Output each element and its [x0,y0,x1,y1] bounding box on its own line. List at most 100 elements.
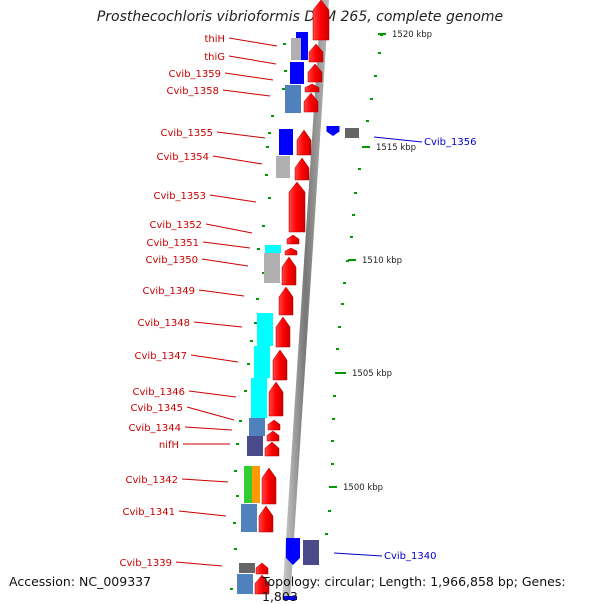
ring-dot [247,363,250,365]
gray-block [264,253,280,283]
slate-block [303,540,319,565]
leader-line [222,89,271,97]
gene-label: Cvib_1354 [157,152,209,163]
ring-dot [236,443,239,445]
ring-dot [257,248,260,250]
gene-label: Cvib_1348 [138,318,190,329]
gene-arrow [308,43,324,63]
ring-dot [230,588,233,590]
leader-line [181,478,229,483]
leader-line [188,390,237,398]
scale-label: 1510 kbp [362,256,402,266]
gene-label: Cvib_1352 [150,220,202,231]
ring-dot [250,340,253,342]
gene-label: Cvib_1346 [133,387,185,398]
dark-gray-block [239,563,255,573]
gene-arrow [303,92,319,113]
gene-label: thiH [204,34,225,45]
gene-label: Cvib_1351 [147,238,199,249]
scale-dot [336,348,339,350]
scale-dot [325,533,328,535]
gene-arrow [266,430,280,442]
leader-line [205,223,253,234]
minus-strand-arrow [326,126,340,136]
steel-block [285,85,301,113]
leader-line [201,258,249,267]
gene-arrow [254,574,270,595]
gene-label: Cvib_1339 [120,558,172,569]
gene-label: Cvib_1344 [129,423,181,434]
gene-label: Cvib_1345 [131,403,183,414]
gene-arrow [304,83,320,93]
leader-line [184,426,233,431]
ring-dot [244,390,247,392]
scale-dot [328,510,331,512]
gene-arrow [267,419,281,431]
scale-tick [348,259,356,261]
leader-line [333,552,383,557]
scale-tick [338,372,346,374]
leader-line [178,510,227,517]
gene-arrow [281,256,297,286]
gray-block [291,38,301,60]
gene-arrow [255,562,269,575]
ring-dot [262,272,265,274]
leader-line [216,131,266,139]
scale-dot [374,75,377,77]
gene-arrow [286,234,300,245]
gene-arrow [312,0,330,41]
leader-line [202,241,251,249]
gene-arrow [288,181,306,233]
slate-block [247,436,263,456]
ring-dot [236,495,239,497]
scale-label: 1520 kbp [392,30,432,40]
scale-label: 1515 kbp [376,143,416,153]
map-title: Prosthecochloris vibrioformis DSM 265, c… [96,9,504,25]
scale-label: 1500 kbp [343,483,383,493]
gene-label: Cvib_1350 [146,255,198,266]
gene-label: Cvib_1355 [161,128,213,139]
scale-dot [352,214,355,216]
ring-dot [256,298,259,300]
backbone [282,0,329,600]
gene-label: Cvib_1342 [126,475,178,486]
scale-dot [331,463,334,465]
gene-arrow [284,247,298,256]
gene-arrow [264,441,280,457]
gene-label: Cvib_1356 [424,137,476,148]
steel-block [241,504,257,532]
gene-arrow [278,286,294,316]
leader-line [212,155,263,165]
scale-dot [358,168,361,170]
ring-dot [234,470,237,472]
scale-dot [346,260,349,262]
ring-dot [265,174,268,176]
ring-dot [266,146,269,148]
ring-dot [282,88,285,90]
steel-block [237,574,253,594]
scale-tick [362,146,370,148]
scale-tick [378,33,386,35]
gray-block [276,156,290,178]
scale-dot [335,372,338,374]
ring-dot [283,43,286,45]
cyan-block [254,346,270,378]
leader-line [186,406,235,421]
scale-dot [350,236,353,238]
scale-dot [338,326,341,328]
scale-label: 1505 kbp [352,369,392,379]
ring-dot [268,132,271,134]
gene-arrow [294,157,310,181]
cyan-block [265,245,281,253]
leader-line [373,136,423,143]
scale-dot [366,120,369,122]
gene-label: Cvib_1349 [143,286,195,297]
gene-arrow [307,63,323,83]
gene-label: Cvib_1340 [384,551,436,562]
scale-dot [341,303,344,305]
ring-dot [234,548,237,550]
ring-dot [268,197,271,199]
ring-dot [233,522,236,524]
cyan-block [251,378,267,418]
